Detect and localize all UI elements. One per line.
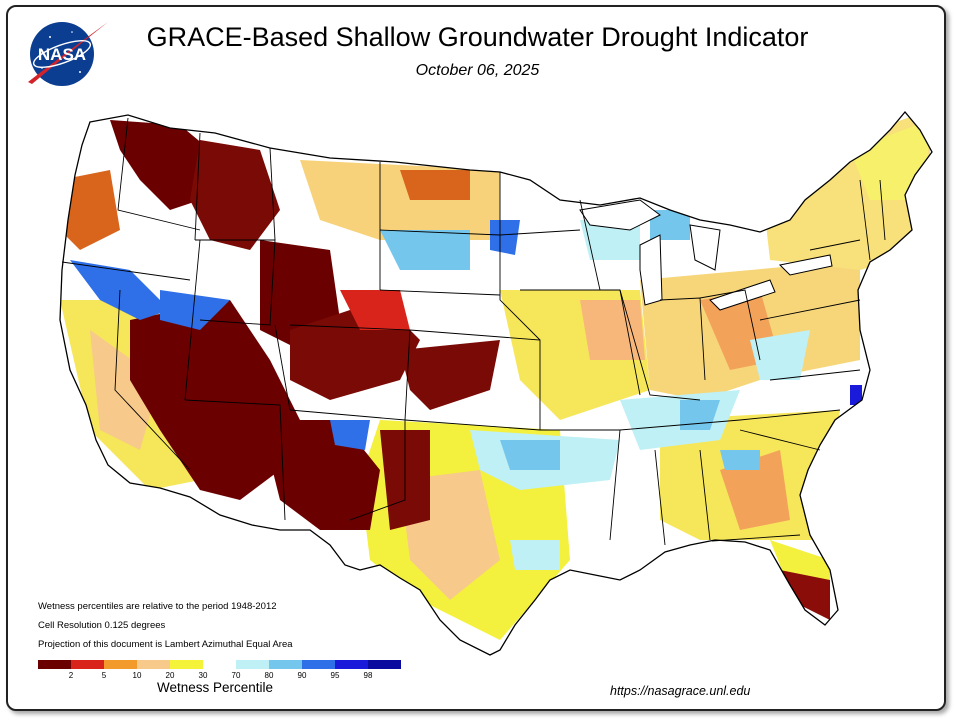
legend-swatch: [335, 660, 368, 669]
legend-swatch: [104, 660, 137, 669]
legend-tick: 80: [264, 671, 274, 680]
page-title: GRACE-Based Shallow Groundwater Drought …: [146, 22, 809, 52]
legend-ticks: 2 5 10 20 30 70 80 90 95 98: [38, 669, 401, 681]
note-period: Wetness percentiles are relative to the …: [38, 601, 277, 612]
note-resolution: Cell Resolution 0.125 degrees: [38, 620, 166, 631]
legend-swatch: [38, 660, 71, 669]
note-projection: Projection of this document is Lambert A…: [38, 639, 293, 650]
legend-tick: 95: [330, 671, 340, 680]
legend-tick: 98: [363, 671, 373, 680]
legend-colorbar: [38, 660, 401, 669]
legend-swatch: [203, 660, 236, 669]
legend-swatch: [236, 660, 269, 669]
legend: 2 5 10 20 30 70 80 90 95 98 Wetness Percentile: [38, 660, 401, 695]
legend-swatch: [302, 660, 335, 669]
map-notes: Wetness percentiles are relative to the …: [38, 597, 293, 654]
legend-tick: 70: [231, 671, 241, 680]
legend-swatch: [368, 660, 401, 669]
legend-tick: 10: [132, 671, 142, 680]
legend-swatch: [137, 660, 170, 669]
legend-title: Wetness Percentile: [157, 680, 274, 695]
legend-swatch: [269, 660, 302, 669]
legend-tick: 5: [101, 671, 107, 680]
legend-swatch: [71, 660, 104, 669]
legend-tick: 30: [198, 671, 208, 680]
legend-tick: 20: [165, 671, 175, 680]
map-date: October 06, 2025: [415, 62, 540, 79]
legend-tick: 90: [297, 671, 307, 680]
legend-swatch: [170, 660, 203, 669]
source-url[interactable]: https://nasagrace.unl.edu: [610, 684, 751, 698]
nasa-logo: NASA: [28, 22, 108, 86]
legend-tick: 2: [68, 671, 74, 680]
nasa-logo-text: NASA: [38, 45, 86, 64]
